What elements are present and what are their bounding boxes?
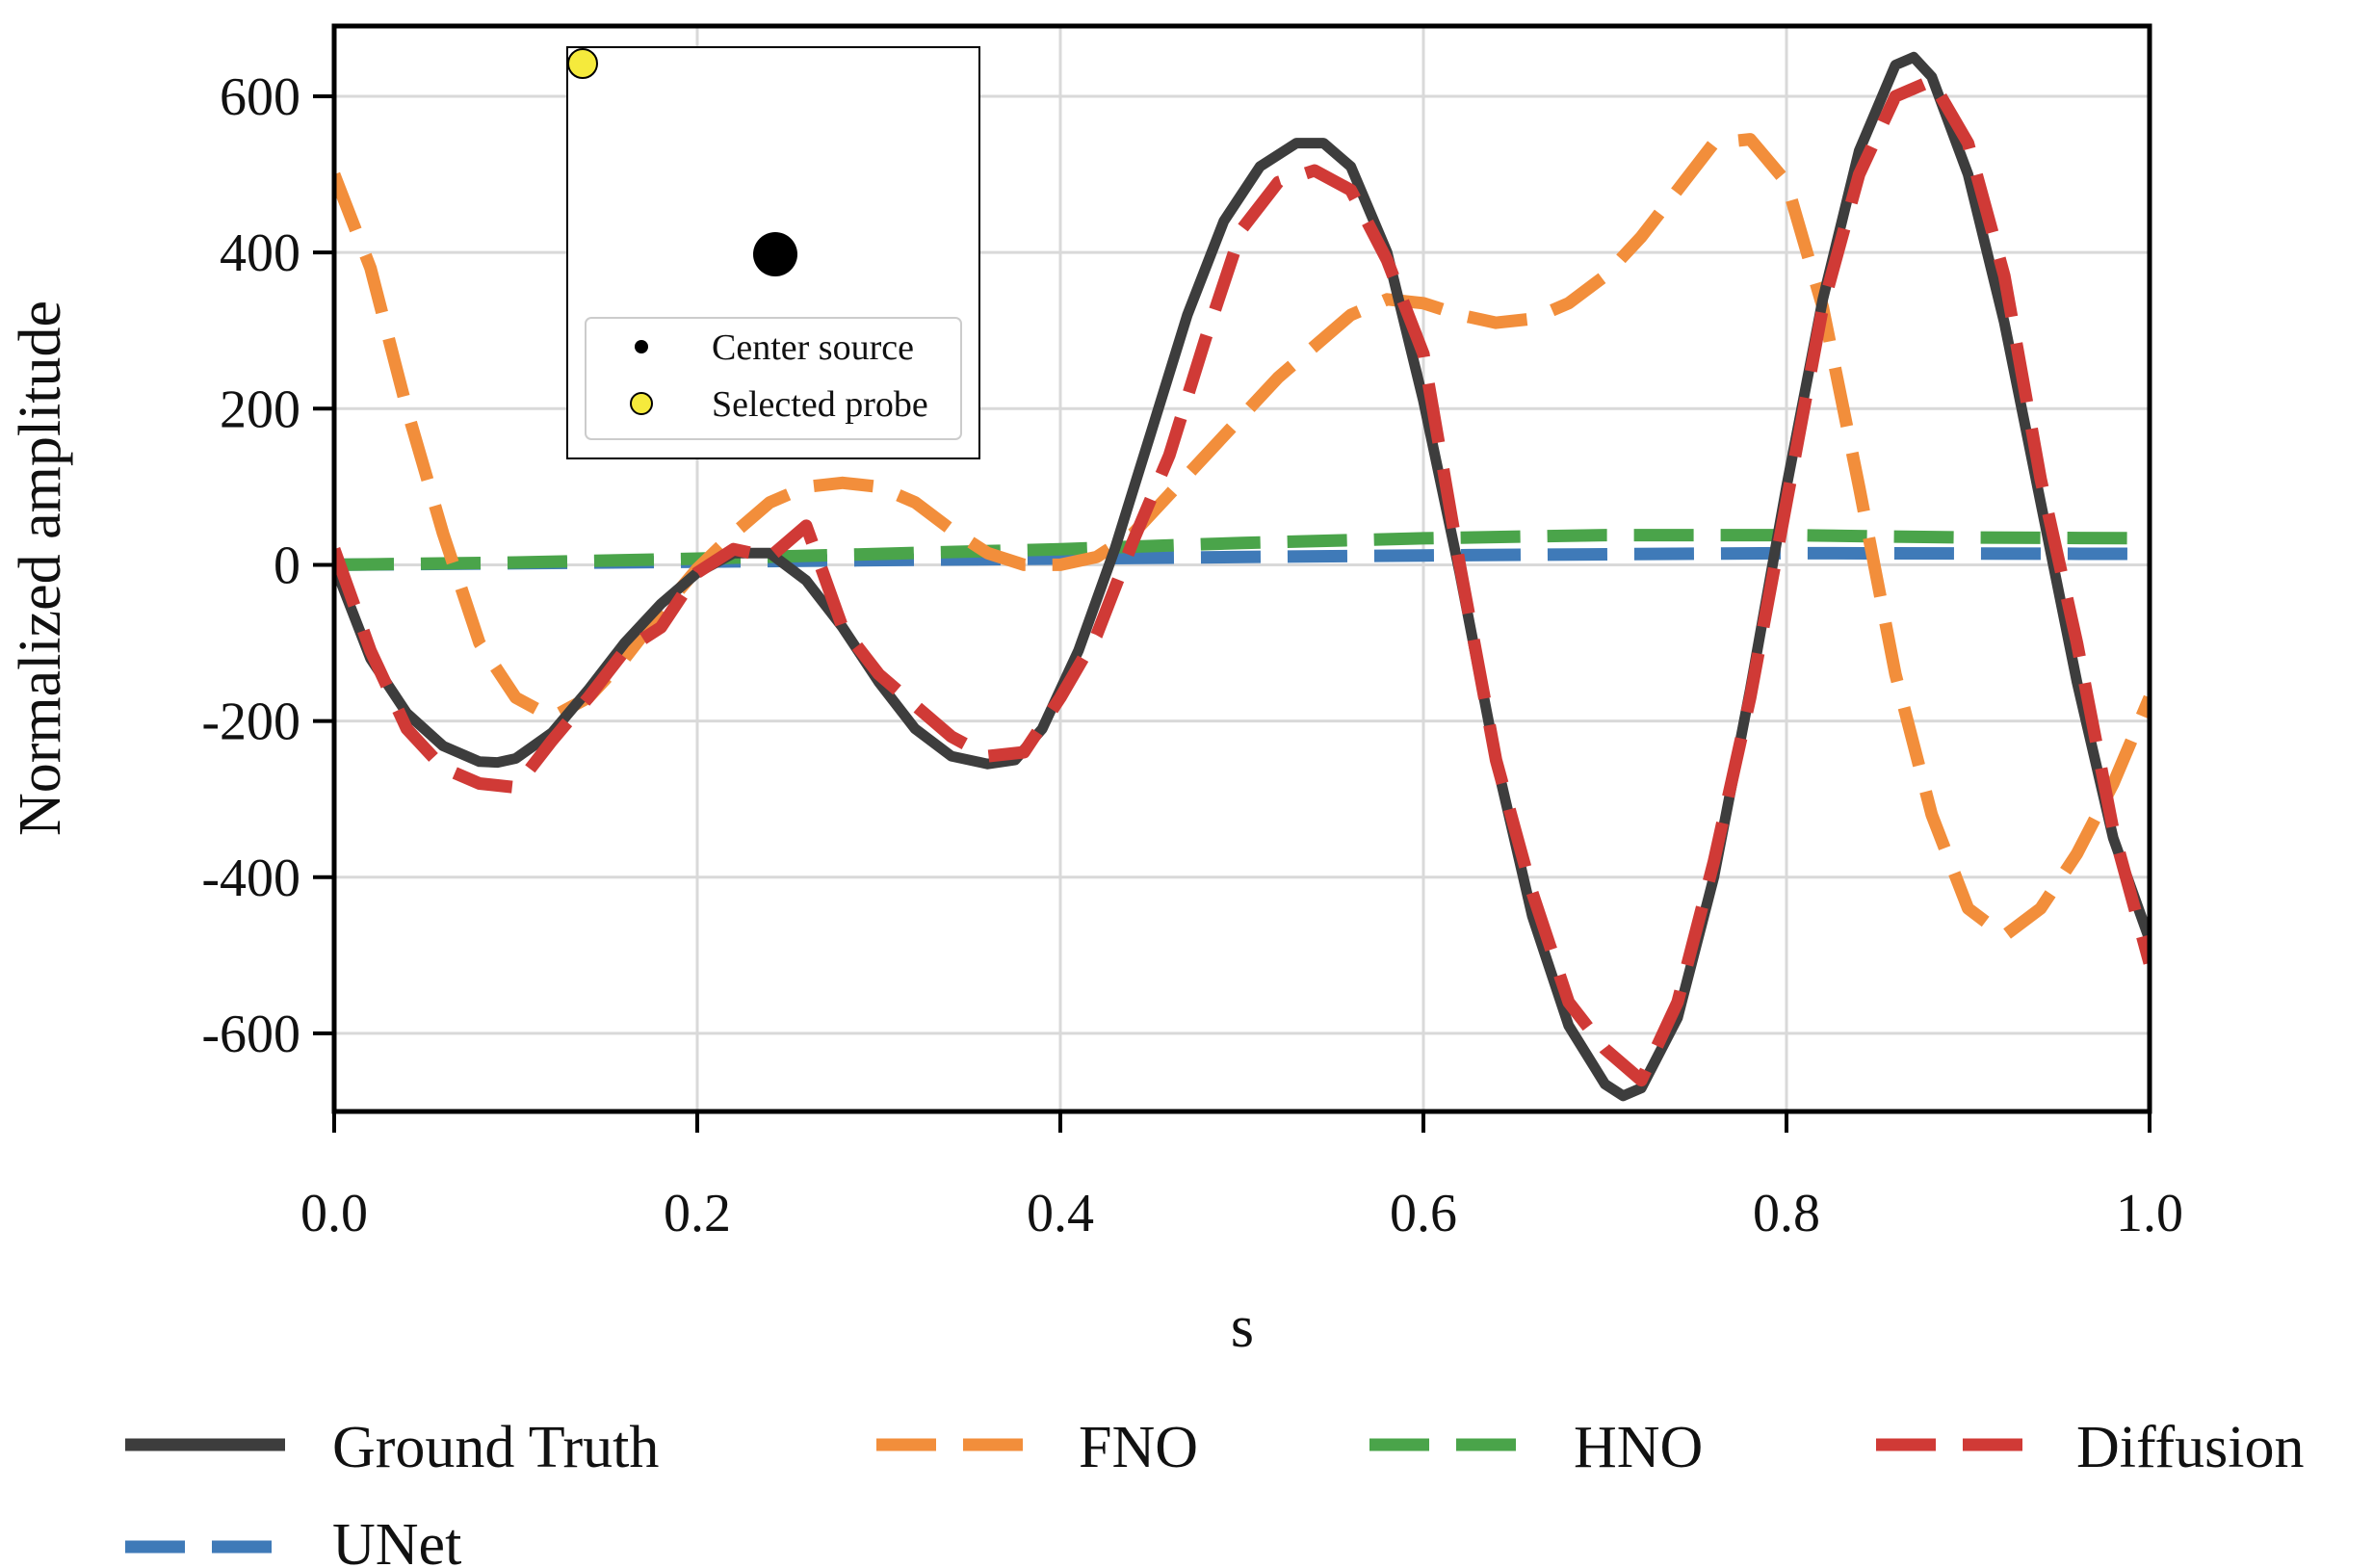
legend-label-diffusion: Diffusion [2076, 1415, 2305, 1480]
x-tick-label: 0.0 [300, 1184, 368, 1243]
y-tick-label: 400 [220, 223, 300, 283]
x-axis: 0.0 0.2 0.4 0.6 0.8 1.0 [300, 1111, 2183, 1243]
x-tick-label: 0.8 [1753, 1184, 1820, 1243]
legend-label-hno: HNO [1574, 1415, 1703, 1480]
y-tick-label: -200 [201, 693, 300, 752]
inset-legend-center-source-icon [635, 340, 648, 353]
x-tick-label: 0.6 [1390, 1184, 1457, 1243]
y-axis: 600 400 200 0 -200 -400 -600 [201, 67, 334, 1064]
x-tick-label: 0.4 [1027, 1184, 1094, 1243]
legend: Ground Truth FNO HNO Diffusion UNet [125, 1415, 2305, 1568]
inset-panel: Center source Selected probe [566, 46, 980, 459]
y-axis-title: Normalized amplitude [8, 301, 73, 836]
selected-probe-marker [567, 48, 598, 79]
y-tick-label: -600 [201, 1005, 300, 1064]
x-tick-label: 0.2 [664, 1184, 731, 1243]
y-tick-label: 600 [220, 67, 300, 127]
center-source-marker [753, 232, 797, 276]
series-line-ground-truth [334, 51, 2150, 1102]
x-tick-label: 1.0 [2116, 1184, 2183, 1243]
x-axis-title: s [1231, 1294, 1254, 1360]
inset-legend-selected-probe-icon [630, 392, 653, 415]
series-line-fno [334, 133, 2150, 943]
y-tick-label: -400 [201, 849, 300, 908]
inset-legend-frame [585, 317, 962, 440]
y-tick-label: 200 [220, 379, 300, 439]
legend-label-ground-truth: Ground Truth [332, 1415, 659, 1480]
plot-frame [331, 23, 2152, 1114]
legend-label-unet: UNet [332, 1512, 461, 1568]
legend-label-fno: FNO [1079, 1415, 1198, 1480]
inset-legend-center-source-label: Center source [712, 327, 914, 368]
y-tick-label: 0 [274, 536, 300, 595]
series-line-hno [334, 529, 2150, 571]
inset-legend-selected-probe-label: Selected probe [712, 384, 928, 425]
series-layer [334, 51, 2150, 1102]
